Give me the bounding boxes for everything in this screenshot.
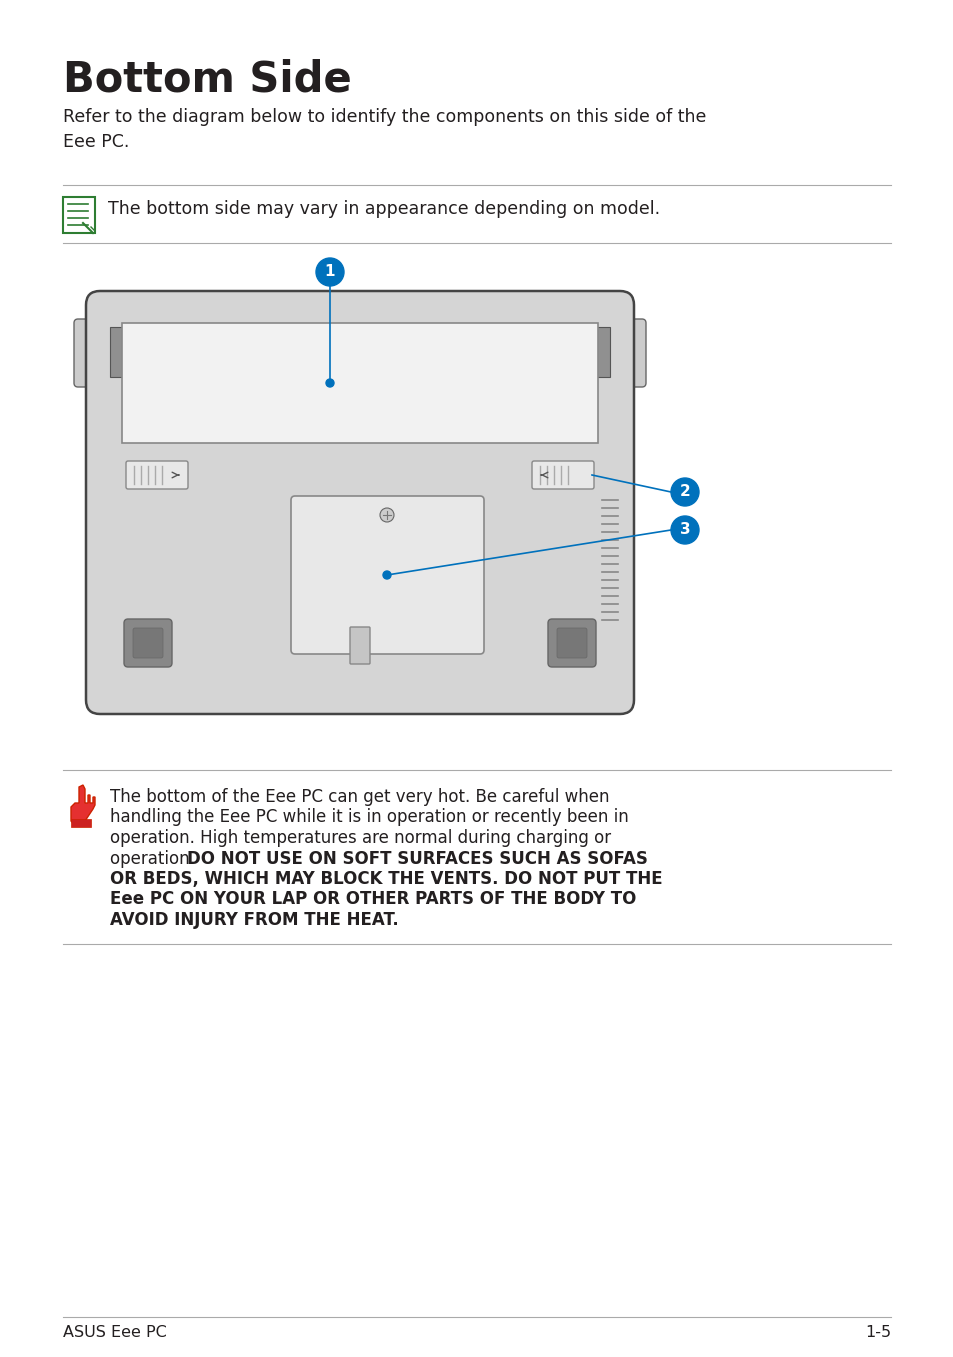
FancyBboxPatch shape (124, 619, 172, 668)
Text: AVOID INJURY FROM THE HEAT.: AVOID INJURY FROM THE HEAT. (110, 911, 398, 930)
FancyBboxPatch shape (557, 628, 586, 658)
Text: OR BEDS, WHICH MAY BLOCK THE VENTS. DO NOT PUT THE: OR BEDS, WHICH MAY BLOCK THE VENTS. DO N… (110, 870, 662, 887)
FancyBboxPatch shape (122, 323, 598, 442)
Text: The bottom side may vary in appearance depending on model.: The bottom side may vary in appearance d… (108, 199, 659, 218)
FancyBboxPatch shape (291, 497, 483, 654)
Text: operation.: operation. (110, 849, 200, 867)
Text: 1-5: 1-5 (864, 1324, 890, 1339)
FancyBboxPatch shape (63, 197, 95, 233)
FancyBboxPatch shape (350, 627, 370, 664)
Circle shape (315, 258, 344, 286)
Text: 2: 2 (679, 484, 690, 499)
FancyBboxPatch shape (547, 619, 596, 668)
FancyBboxPatch shape (616, 319, 645, 387)
Circle shape (326, 379, 334, 387)
Text: handling the Eee PC while it is in operation or recently been in: handling the Eee PC while it is in opera… (110, 809, 628, 826)
FancyBboxPatch shape (132, 628, 163, 658)
Text: The bottom of the Eee PC can get very hot. Be careful when: The bottom of the Eee PC can get very ho… (110, 788, 609, 806)
FancyBboxPatch shape (587, 327, 609, 377)
Polygon shape (71, 820, 91, 826)
Circle shape (670, 516, 699, 544)
Text: Bottom Side: Bottom Side (63, 58, 352, 100)
Text: operation. High temperatures are normal during charging or: operation. High temperatures are normal … (110, 829, 611, 847)
Text: Eee PC ON YOUR LAP OR OTHER PARTS OF THE BODY TO: Eee PC ON YOUR LAP OR OTHER PARTS OF THE… (110, 890, 636, 908)
FancyBboxPatch shape (110, 327, 132, 377)
Text: DO NOT USE ON SOFT SURFACES SUCH AS SOFAS: DO NOT USE ON SOFT SURFACES SUCH AS SOFA… (187, 849, 647, 867)
FancyBboxPatch shape (86, 290, 634, 714)
Text: ASUS Eee PC: ASUS Eee PC (63, 1324, 167, 1339)
Polygon shape (71, 784, 95, 825)
FancyBboxPatch shape (126, 461, 188, 489)
Circle shape (379, 508, 394, 522)
Circle shape (382, 571, 391, 579)
FancyBboxPatch shape (532, 461, 594, 489)
Text: 1: 1 (324, 265, 335, 280)
Text: 3: 3 (679, 522, 690, 537)
Circle shape (670, 478, 699, 506)
Text: Refer to the diagram below to identify the components on this side of the
Eee PC: Refer to the diagram below to identify t… (63, 109, 705, 151)
FancyBboxPatch shape (74, 319, 104, 387)
